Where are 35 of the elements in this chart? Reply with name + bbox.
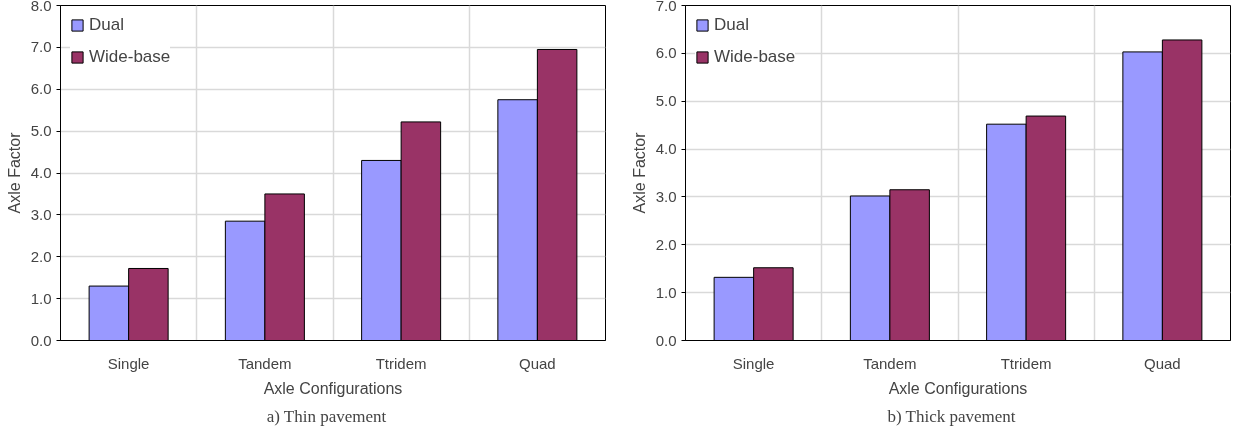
y-tick-label: 8.0: [30, 0, 52, 14]
legend-label: Wide-base: [714, 47, 796, 67]
y-tick-label: 0.0: [655, 331, 677, 349]
y-tick-label: 7.0: [655, 0, 677, 14]
x-tick-label: Tandem: [238, 354, 292, 372]
text: b) Thick pavement: [887, 406, 1016, 426]
text: a) Thin pavement: [266, 406, 387, 426]
x-tick-label: Tandem: [863, 354, 917, 372]
y-tick-label: 0.0: [30, 331, 52, 349]
x-axis-title: Axle Configurations: [888, 379, 1028, 397]
x-tick-label: Quad: [519, 354, 556, 372]
y-tick-label: 3.0: [655, 187, 677, 205]
y-tick-label: 5.0: [655, 92, 677, 110]
x-tick-label: Ttridem: [375, 354, 427, 372]
y-tick-label: 4.0: [655, 140, 677, 158]
y-tick-label: 3.0: [30, 205, 52, 223]
x-tick-label: Ttridem: [1000, 354, 1052, 372]
y-tick-label: 4.0: [30, 164, 52, 181]
legend-label: Dual: [714, 15, 749, 35]
y-tick-label: 1.0: [30, 289, 52, 307]
y-tick-label: 6.0: [30, 80, 52, 98]
legend-label: Wide-base: [89, 47, 171, 67]
legend-label: Dual: [89, 15, 124, 35]
x-tick-label: Single: [732, 354, 775, 372]
y-axis-title: Axle Factor: [630, 131, 648, 214]
y-tick-label: 1.0: [655, 283, 677, 301]
y-tick-label: 6.0: [655, 44, 677, 62]
y-axis-title: Axle Factor: [5, 131, 23, 214]
x-tick-label: Quad: [1144, 354, 1181, 372]
x-axis-title: Axle Configurations: [263, 379, 403, 397]
x-tick-label: Single: [107, 354, 150, 372]
y-tick-label: 7.0: [30, 38, 52, 56]
y-tick-label: 5.0: [30, 122, 52, 140]
y-tick-label: 2.0: [30, 247, 52, 265]
y-tick-label: 2.0: [655, 235, 677, 253]
